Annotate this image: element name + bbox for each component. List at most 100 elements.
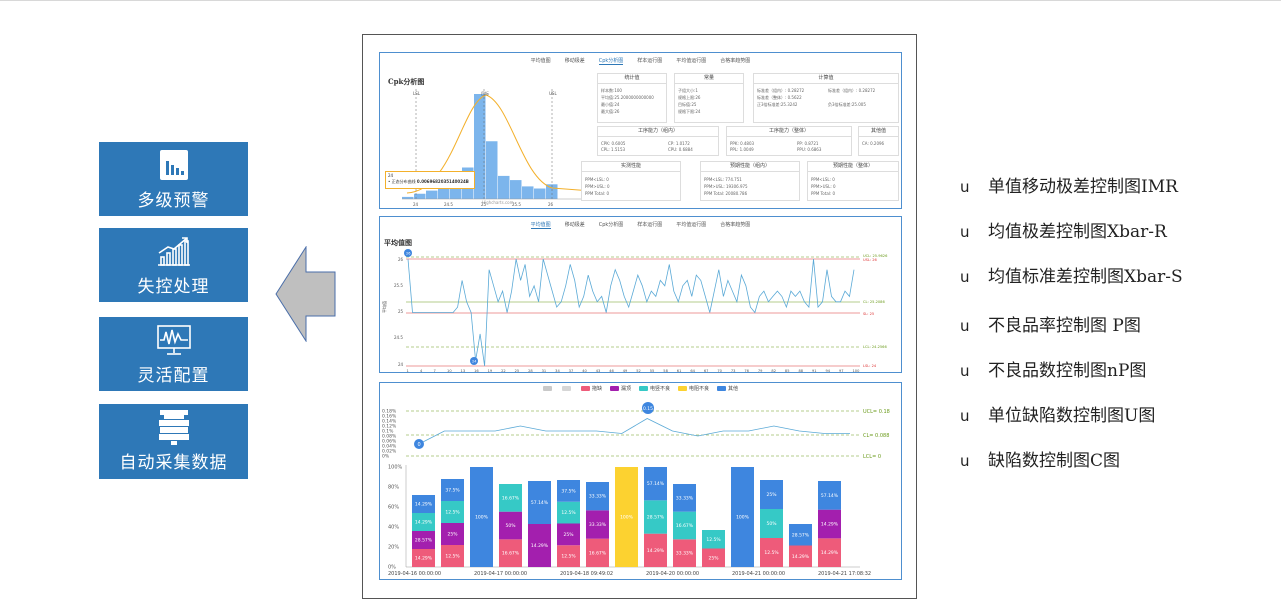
stacked-bar-segment (412, 549, 435, 567)
x-tick: 25.5 (512, 202, 521, 207)
segment-label: 25% (708, 555, 719, 561)
chart-type-label: 均值标准差控制图Xbar-S (988, 267, 1183, 287)
legend-item[interactable]: 拖缺 (580, 385, 602, 392)
spc-screenshot: 平均值图 移动极差 Cpk分析图 样本运行图 平均值运行图 合格率趋势图 Cpk… (362, 34, 917, 599)
tab-moving-range[interactable]: 移动极差 (564, 222, 585, 228)
chart-type-label: 不良品数控制图nP图 (988, 361, 1147, 381)
tab-cpk[interactable]: Cpk分析图 (598, 222, 624, 228)
cap-line: CPL: 1.5153 (601, 147, 626, 152)
chart-type-label: 不良品率控制图 P图 (988, 316, 1141, 336)
x-tick: 55 (650, 369, 655, 373)
legend-item[interactable]: 电竖不良 (638, 385, 670, 392)
feature-label: 灵活配置 (137, 366, 210, 386)
feature-out-of-control[interactable]: 失控处理 (99, 228, 248, 302)
ppm-line: PPM Total: 0 (811, 191, 836, 196)
spec-line: 目标值:25 (678, 102, 697, 107)
histogram-bar (426, 190, 438, 199)
histogram-bar (498, 175, 510, 199)
tab-mean[interactable]: 平均值图 (530, 222, 551, 229)
cpk-tooltip: 24 • 正态分布曲线 0.0069682035140024B (385, 171, 475, 189)
feature-auto-collect[interactable]: 自动采集数据 (99, 404, 248, 479)
tab-mean-run[interactable]: 平均值运行图 (676, 58, 707, 64)
feature-flexible-config[interactable]: 灵活配置 (99, 317, 248, 391)
feature-multi-level-warning[interactable]: 多级预警 (99, 142, 248, 216)
box-title: 其他值 (859, 127, 898, 137)
x-tick: 49 (623, 369, 628, 373)
lsl-mark: LSL (413, 91, 421, 96)
legend-label: 其他 (728, 386, 739, 392)
bullet: u (960, 317, 970, 335)
tab-pass-rate[interactable]: 合格率趋势图 (720, 222, 751, 228)
x-tick: 10 (447, 369, 452, 373)
stacked-bar-segment (557, 501, 580, 524)
date-tick: 2019-04-16 00:00:00 (388, 571, 441, 577)
bar-chart-icon (158, 148, 190, 182)
stacked-bar-segment (731, 467, 754, 567)
x-tick: 73 (731, 369, 736, 373)
cap-line: PP: 0.8721 (797, 141, 819, 146)
stacked-bar-segment (557, 545, 580, 567)
legend-item[interactable]: 漏顶 (609, 385, 631, 392)
legend-item[interactable]: 电阻不良 (678, 385, 709, 392)
histogram-bar (486, 141, 498, 199)
tab-pass-rate[interactable]: 合格率趋势图 (720, 58, 751, 64)
x-tick: 52 (636, 369, 641, 373)
stat-line: 平均值:25.2000000000000 (601, 95, 654, 100)
x-tick: 46 (609, 369, 614, 373)
calc-line: 标准差（组内）: 0.28272 (828, 88, 876, 93)
rate-y-tick: 0.02% (382, 449, 397, 455)
max-pin (404, 249, 412, 257)
legend-label: 电竖不良 (649, 386, 670, 392)
stacked-bar-segment (644, 533, 667, 567)
chart-type-item: u 不良品率控制图 P图 (960, 311, 1141, 336)
max-pin-label: 0.15 (643, 406, 653, 412)
legend-item[interactable] (561, 385, 573, 392)
x-tick: 34 (555, 369, 560, 373)
legend-swatch (561, 386, 571, 391)
tab-mean[interactable]: 平均值图 (530, 58, 551, 64)
segment-label: 33.33% (589, 494, 607, 500)
segment-label: 25% (563, 532, 574, 538)
tab-mean-run[interactable]: 平均值运行图 (676, 222, 707, 228)
cap-line: PPK: 0.4803 (730, 141, 755, 146)
box-title: 预期性能（整体） (808, 162, 898, 172)
segment-label: 100% (475, 515, 489, 521)
tab-sample-run[interactable]: 样本运行图 (637, 222, 663, 228)
cap-line: CP: 1.0172 (668, 141, 690, 146)
exp-overall-box: 预期性能（整体） PPM<LSL: 0 PPM>USL: 0 PPM Total… (807, 161, 899, 201)
stacked-bar-segment (818, 481, 841, 510)
trend-chart-icon (156, 234, 192, 268)
bullet: u (960, 223, 970, 241)
legend-item[interactable] (542, 385, 554, 392)
segment-label: 16.67% (502, 551, 520, 557)
stacked-bar-segment (760, 480, 783, 509)
xbar-chart: 平均值 26 25.5 25 24.5 24 UCL: 25.9626 USL:… (381, 249, 888, 373)
segment-label: 14.29% (821, 522, 839, 528)
segment-label: 14.29% (647, 548, 665, 554)
legend-swatch (717, 386, 727, 391)
cl-label: CL: 25.2086 (863, 300, 885, 304)
stacked-bar-segment (557, 523, 580, 546)
segment-label: 16.67% (589, 550, 607, 556)
stacked-bar-segment (702, 530, 725, 549)
segment-label: 33.33% (676, 551, 694, 557)
p-chart: 0.18%0.16%0.14%0.12%0.1%0.08%0.06%0.04%0… (382, 402, 890, 577)
tab-cpk[interactable]: Cpk分析图 (598, 58, 624, 65)
tooltip-value: 0.0069682035140024B (416, 179, 469, 184)
tooltip-label: • 正态分布曲线 (388, 179, 416, 184)
segment-label: 57.14% (531, 500, 549, 506)
max-pin-label: 26 (406, 252, 410, 256)
stacked-bar-segment (470, 467, 493, 567)
segment-label: 16.67% (676, 523, 694, 529)
x-tick: 82 (771, 369, 776, 373)
segment-label: 14.29% (415, 502, 433, 508)
legend-label: 漏顶 (620, 386, 631, 392)
segment-label: 50% (505, 523, 516, 529)
histogram-bar (546, 184, 558, 199)
rate-y-tick: 0.08% (382, 434, 397, 440)
histogram-bar (522, 186, 534, 199)
legend-item[interactable]: 其他 (717, 385, 738, 392)
tab-sample-run[interactable]: 样本运行图 (637, 58, 663, 64)
usl-label: USL: 26 (863, 258, 878, 262)
tab-moving-range[interactable]: 移动极差 (564, 58, 585, 64)
